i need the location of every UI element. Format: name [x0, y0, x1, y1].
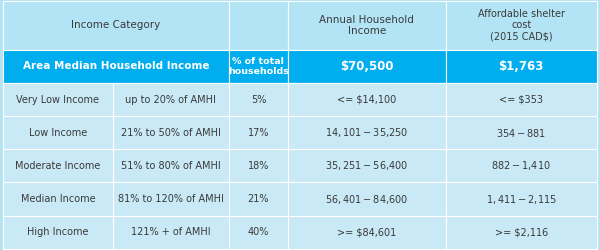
Bar: [113, 116, 229, 149]
Bar: [288, 182, 446, 216]
Text: $882 - $1,410: $882 - $1,410: [491, 159, 551, 172]
Bar: [3, 149, 113, 182]
Text: >= $84,601: >= $84,601: [337, 227, 397, 237]
Bar: [3, 1, 229, 50]
Text: $35,251 - $56,400: $35,251 - $56,400: [325, 159, 409, 172]
Text: High Income: High Income: [27, 227, 89, 237]
Bar: [3, 83, 113, 116]
Bar: [288, 149, 446, 182]
Bar: [446, 149, 597, 182]
Text: 5%: 5%: [251, 94, 266, 104]
Text: 81% to 120% of AMHI: 81% to 120% of AMHI: [118, 194, 224, 204]
Bar: [113, 182, 229, 216]
Bar: [113, 83, 229, 116]
Bar: [3, 50, 229, 83]
Text: 121% + of AMHI: 121% + of AMHI: [131, 227, 211, 237]
Bar: [3, 216, 113, 249]
Text: Moderate Income: Moderate Income: [15, 161, 101, 171]
Bar: [229, 182, 288, 216]
Text: 51% to 80% of AMHI: 51% to 80% of AMHI: [121, 161, 221, 171]
Bar: [288, 50, 446, 83]
Text: $354 - $881: $354 - $881: [496, 127, 547, 139]
Text: % of total
households: % of total households: [228, 56, 289, 76]
Bar: [229, 149, 288, 182]
Bar: [446, 1, 597, 50]
Text: Very Low Income: Very Low Income: [16, 94, 100, 104]
Text: <= $353: <= $353: [499, 94, 543, 104]
Bar: [3, 182, 113, 216]
Text: Annual Household
Income: Annual Household Income: [319, 14, 414, 36]
Text: Median Income: Median Income: [20, 194, 95, 204]
Text: 21% to 50% of AMHI: 21% to 50% of AMHI: [121, 128, 221, 138]
Bar: [446, 83, 597, 116]
Bar: [113, 216, 229, 249]
Bar: [229, 50, 288, 83]
Bar: [229, 83, 288, 116]
Bar: [446, 116, 597, 149]
Bar: [229, 116, 288, 149]
Bar: [113, 149, 229, 182]
Text: <= $14,100: <= $14,100: [337, 94, 397, 104]
Text: Area Median Household Income: Area Median Household Income: [23, 61, 209, 71]
Text: Affordable shelter
cost
(2015 CAD$): Affordable shelter cost (2015 CAD$): [478, 9, 565, 42]
Bar: [288, 83, 446, 116]
Text: $70,500: $70,500: [340, 60, 394, 73]
Text: up to 20% of AMHI: up to 20% of AMHI: [125, 94, 216, 104]
Bar: [446, 216, 597, 249]
Text: >= $2,116: >= $2,116: [494, 227, 548, 237]
Text: 21%: 21%: [248, 194, 269, 204]
Bar: [288, 116, 446, 149]
Text: $1,411 - $2,115: $1,411 - $2,115: [486, 192, 557, 205]
Text: Low Income: Low Income: [29, 128, 87, 138]
Text: $14,101 - $35,250: $14,101 - $35,250: [325, 126, 409, 139]
Bar: [288, 1, 446, 50]
Bar: [3, 116, 113, 149]
Bar: [446, 182, 597, 216]
Bar: [446, 50, 597, 83]
Text: $1,763: $1,763: [499, 60, 544, 73]
Bar: [229, 216, 288, 249]
Text: 17%: 17%: [248, 128, 269, 138]
Bar: [229, 1, 288, 50]
Text: Income Category: Income Category: [71, 20, 160, 30]
Text: 18%: 18%: [248, 161, 269, 171]
Text: $56,401 - $84,600: $56,401 - $84,600: [325, 192, 409, 205]
Bar: [288, 216, 446, 249]
Text: 40%: 40%: [248, 227, 269, 237]
